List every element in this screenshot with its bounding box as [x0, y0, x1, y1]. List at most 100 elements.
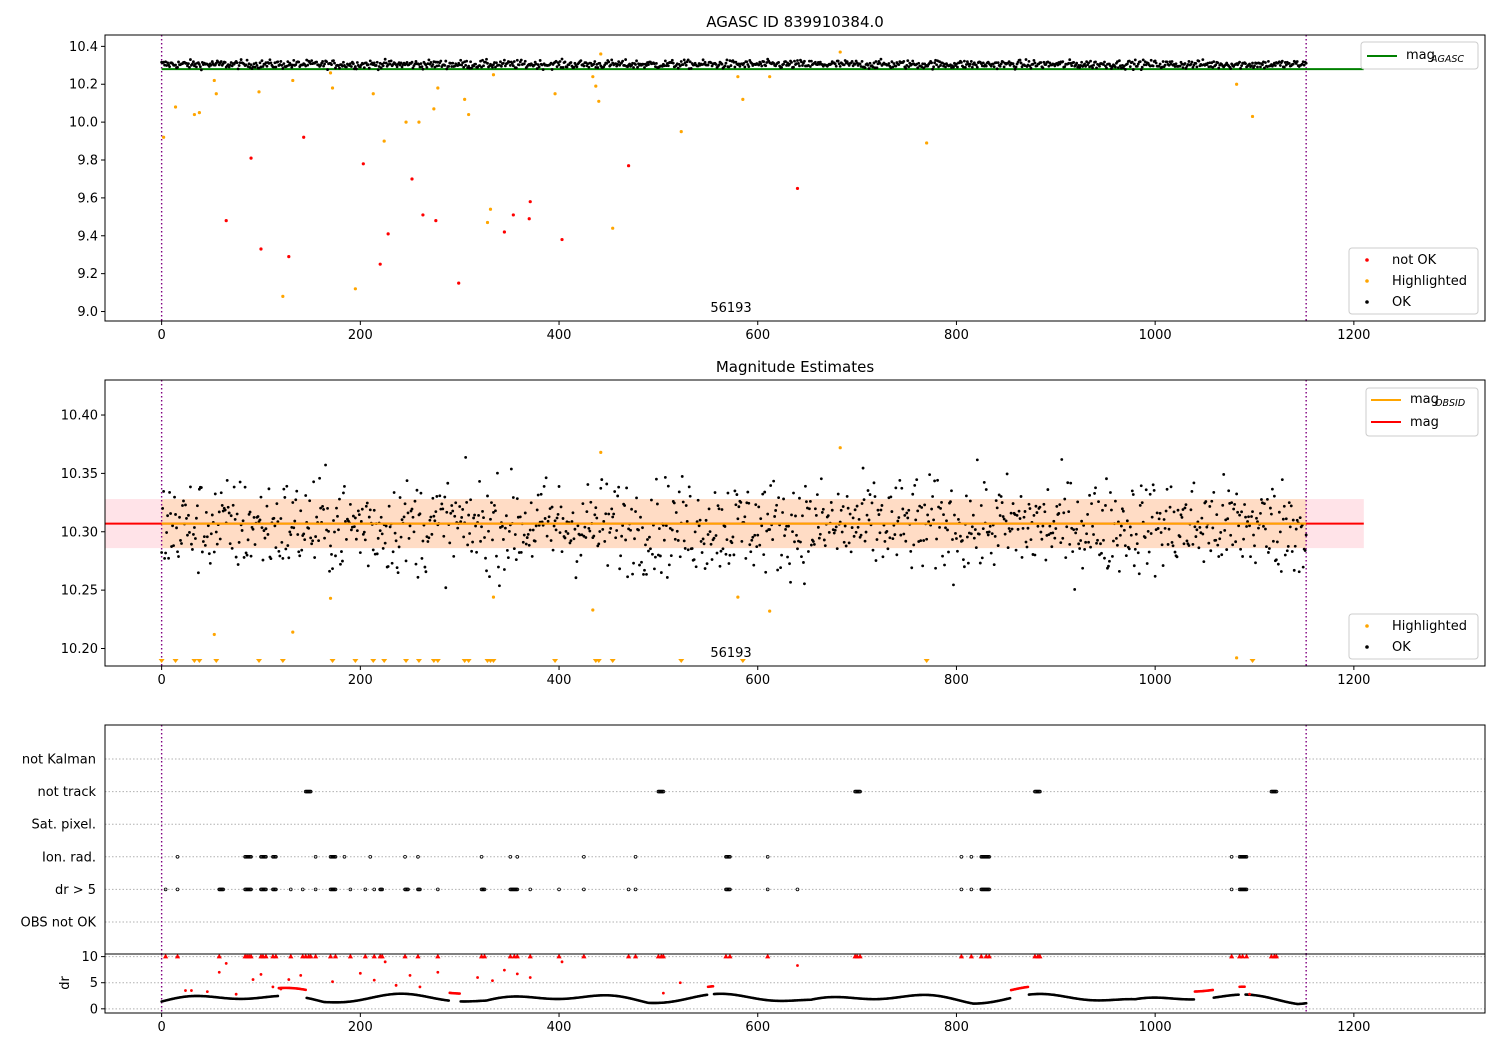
ok-point: [870, 501, 874, 505]
ok-point: [364, 504, 368, 508]
ok-point: [686, 548, 690, 552]
ok-point: [339, 562, 342, 566]
ok-point: [173, 495, 176, 499]
dr-not-ok-point: [299, 974, 303, 977]
ok-point: [1105, 66, 1108, 70]
ok-point: [951, 538, 954, 541]
ok-point: [788, 62, 791, 66]
ok-point: [219, 491, 223, 495]
ok-point: [931, 495, 935, 498]
ok-point: [315, 60, 319, 64]
ok-point: [570, 520, 574, 523]
ok-point: [764, 64, 768, 68]
ok-point: [902, 532, 906, 536]
dr-not-ok-point: [678, 981, 682, 985]
ok-point: [783, 534, 786, 538]
ok-point: [231, 503, 235, 507]
flag-point: [582, 887, 586, 892]
ok-point: [277, 549, 281, 553]
dr-not-ok-point: [234, 992, 238, 996]
y-tick-label: 10.2: [69, 78, 98, 93]
flag-point: [795, 887, 800, 892]
ok-point: [935, 537, 938, 541]
ok-point: [1202, 560, 1206, 564]
not-ok-point: [224, 219, 228, 223]
dr-not-ok-point: [259, 972, 263, 976]
ok-point: [377, 65, 381, 68]
ok-point: [942, 513, 945, 517]
ok-point: [414, 60, 418, 63]
ok-point: [261, 558, 265, 562]
ok-point: [471, 540, 475, 544]
flag-category-label: not Kalman: [22, 753, 96, 768]
ok-point: [713, 491, 717, 494]
ok-point: [1269, 512, 1273, 516]
ok-point: [495, 61, 498, 65]
ok-point: [800, 555, 803, 558]
dr-not-ok-point: [251, 978, 255, 981]
ok-point: [274, 546, 278, 550]
ok-point: [1092, 63, 1095, 67]
ok-point: [859, 533, 863, 537]
ok-point: [635, 59, 638, 63]
ok-point: [1073, 588, 1077, 591]
ok-point: [673, 537, 677, 541]
dr-not-ok-point: [661, 991, 665, 995]
ok-point: [362, 66, 366, 70]
ok-point: [182, 499, 185, 503]
ok-point: [1123, 544, 1127, 547]
ok-point: [251, 527, 255, 531]
ok-point: [550, 68, 554, 71]
ok-point: [384, 61, 388, 65]
ok-point: [549, 61, 553, 65]
ok-point: [647, 549, 650, 553]
legend-ok: OK: [1392, 295, 1411, 310]
ok-point: [1176, 508, 1180, 512]
ok-point: [1139, 484, 1143, 488]
agasc-plot-area: [160, 35, 1364, 321]
ok-point: [648, 535, 651, 539]
ok-point: [364, 61, 368, 65]
ok-point: [782, 497, 785, 501]
ok-point: [486, 61, 489, 65]
ok-point: [465, 500, 469, 504]
ok-point: [595, 516, 599, 520]
ok-point: [213, 492, 217, 496]
ok-point: [435, 495, 439, 498]
ok-point: [1227, 489, 1231, 493]
ok-point: [755, 545, 759, 549]
ok-point: [321, 505, 324, 508]
agasc-x-ticks: 0 200 400 600 800 1000 1200: [157, 321, 1370, 343]
ok-point: [201, 540, 205, 543]
flag-point: [368, 854, 373, 859]
ok-point: [1109, 491, 1112, 494]
ok-point: [760, 64, 764, 68]
dr-ok-point: [705, 993, 709, 997]
ok-point: [581, 502, 585, 506]
ok-point: [784, 527, 787, 531]
y-tick-label: 9.4: [77, 229, 98, 244]
dr-ok-point: [1192, 998, 1196, 1001]
ok-point: [1137, 572, 1141, 576]
below-range-marker: [415, 659, 422, 663]
ok-point: [1163, 63, 1167, 67]
ok-point: [281, 67, 285, 70]
ok-point: [1014, 65, 1018, 69]
ok-point: [916, 66, 920, 70]
ok-point: [272, 516, 276, 520]
ok-point: [1119, 524, 1123, 528]
ok-point: [304, 494, 308, 497]
ok-point: [230, 546, 234, 550]
ok-point: [461, 508, 465, 511]
ok-point: [875, 66, 879, 70]
ok-point: [752, 563, 756, 567]
ok-point: [237, 64, 241, 67]
ok-point: [189, 58, 192, 61]
ok-point: [965, 535, 969, 539]
ok-point: [444, 59, 448, 63]
ok-point: [860, 60, 864, 63]
dr-capped-marker: [402, 953, 408, 959]
ok-point: [1257, 526, 1260, 530]
ok-point: [777, 496, 781, 499]
ok-point: [445, 67, 449, 71]
